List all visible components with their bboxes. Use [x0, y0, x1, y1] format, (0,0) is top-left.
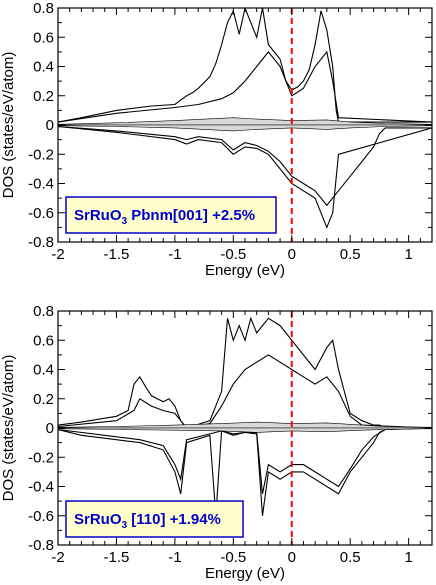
x-tick-label: 0: [288, 246, 296, 263]
dos-fill-series-4: [58, 117, 432, 126]
legend-suffix: Pbnm[001] +2.5%: [127, 207, 255, 224]
x-tick-label: -1.5: [104, 549, 130, 566]
dos-line-series-3: [58, 125, 432, 207]
y-tick-label: -0.8: [28, 234, 54, 251]
x-tick-label: -1: [168, 549, 181, 566]
legend-subscript: 3: [122, 216, 128, 227]
x-tick-label: -0.5: [220, 246, 246, 263]
x-tick-label: -1.5: [104, 246, 130, 263]
x-tick-label: 1: [404, 549, 412, 566]
legend-box: SrRuO3 [110] +1.94%: [65, 500, 244, 538]
dos-line-series-0: [58, 8, 432, 123]
legend-frame: [65, 196, 277, 234]
y-tick-label: 0.8: [33, 303, 54, 320]
y-tick-label: -0.4: [28, 176, 54, 193]
x-axis-label: Energy (eV): [205, 262, 285, 279]
dos-line-series-1: [58, 50, 432, 123]
dos-fill-series-5: [58, 124, 432, 132]
x-tick-label: 0.5: [340, 549, 361, 566]
dos-line-series-2: [58, 125, 432, 229]
x-axis-label: Energy (eV): [205, 565, 285, 582]
x-tick-label: 0.5: [340, 246, 361, 263]
y-tick-label: 0: [46, 420, 54, 437]
y-tick-label: 0.2: [33, 88, 54, 105]
dos-line-series-2: [58, 427, 432, 516]
x-tick-label: -2: [51, 246, 64, 263]
y-axis-label: DOS (states/eV/atom): [0, 355, 17, 502]
y-tick-label: 0.6: [33, 29, 54, 46]
x-tick-label: -0.5: [220, 549, 246, 566]
legend-box: SrRuO3 Pbnm[001] +2.5%: [65, 196, 277, 234]
dos-panel-top: -2 -1.5 -1 -0.5 0 0.5 1 -0.8 -0.6 -0.4 -0.2 0 0.2 0.4…: [0, 0, 433, 279]
legend-label: SrRuO3 [110] +1.94%: [74, 511, 221, 531]
x-tick-label: 0: [288, 549, 296, 566]
plot-area: [58, 311, 432, 545]
y-tick-label: -0.4: [28, 479, 54, 496]
y-tick-label: -0.2: [28, 449, 54, 466]
plot-area: [58, 8, 432, 242]
legend-subscript: 3: [122, 520, 128, 531]
dos-line-series-3: [58, 427, 432, 494]
y-tick-label: -0.6: [28, 205, 54, 222]
legend-suffix: [110] +1.94%: [127, 511, 221, 528]
y-tick-label: -0.8: [28, 537, 54, 554]
y-tick-label: 0.4: [33, 362, 54, 379]
x-tick-label: -1: [168, 246, 181, 263]
y-tick-label: 0.8: [33, 0, 54, 17]
y-tick-label: 0.6: [33, 332, 54, 349]
dos-line-series-1: [58, 354, 432, 429]
y-tick-label: -0.6: [28, 508, 54, 525]
dos-line-series-0: [58, 316, 432, 429]
legend-frame: [65, 500, 244, 538]
dos-panel-bottom: -2 -1.5 -1 -0.5 0 0.5 1 -0.8 -0.6 -0.4 -0.2 0 0.2 0.4…: [0, 303, 433, 582]
legend-formula: SrRuO: [74, 207, 122, 224]
y-axis-label: DOS (states/eV/atom): [0, 52, 17, 199]
x-tick-label: 1: [404, 246, 412, 263]
dos-fill-series-4: [58, 421, 432, 429]
x-tick-label: -2: [51, 549, 64, 566]
y-tick-label: 0.4: [33, 59, 54, 76]
dos-fill-series-5: [58, 427, 432, 433]
y-tick-label: 0: [46, 117, 54, 134]
y-tick-label: 0.2: [33, 391, 54, 408]
y-tick-label: -0.2: [28, 146, 54, 163]
legend-label: SrRuO3 Pbnm[001] +2.5%: [74, 207, 255, 227]
legend-formula: SrRuO: [74, 511, 122, 528]
